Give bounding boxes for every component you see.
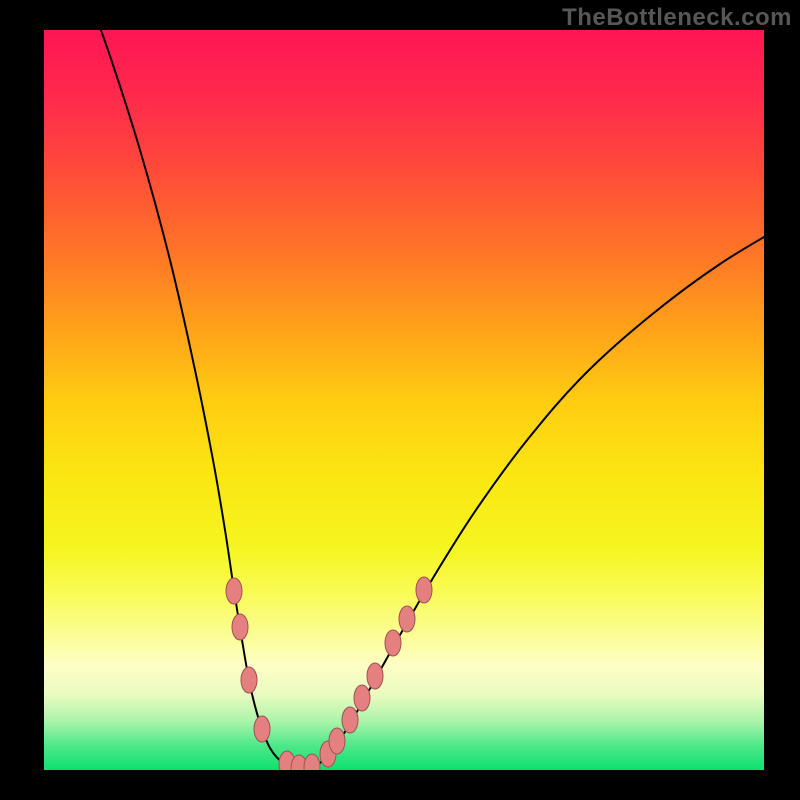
data-marker [416,577,432,603]
data-marker [367,663,383,689]
data-marker [304,754,320,780]
data-marker [241,667,257,693]
data-marker [342,707,358,733]
chart-svg [0,0,800,800]
plot-background-gradient [44,30,764,770]
chart-container: TheBottleneck.com [0,0,800,800]
data-marker [226,578,242,604]
data-marker [354,685,370,711]
data-marker [254,716,270,742]
data-marker [399,606,415,632]
data-marker [329,728,345,754]
watermark-text: TheBottleneck.com [562,4,792,32]
data-marker [385,630,401,656]
data-marker [232,614,248,640]
